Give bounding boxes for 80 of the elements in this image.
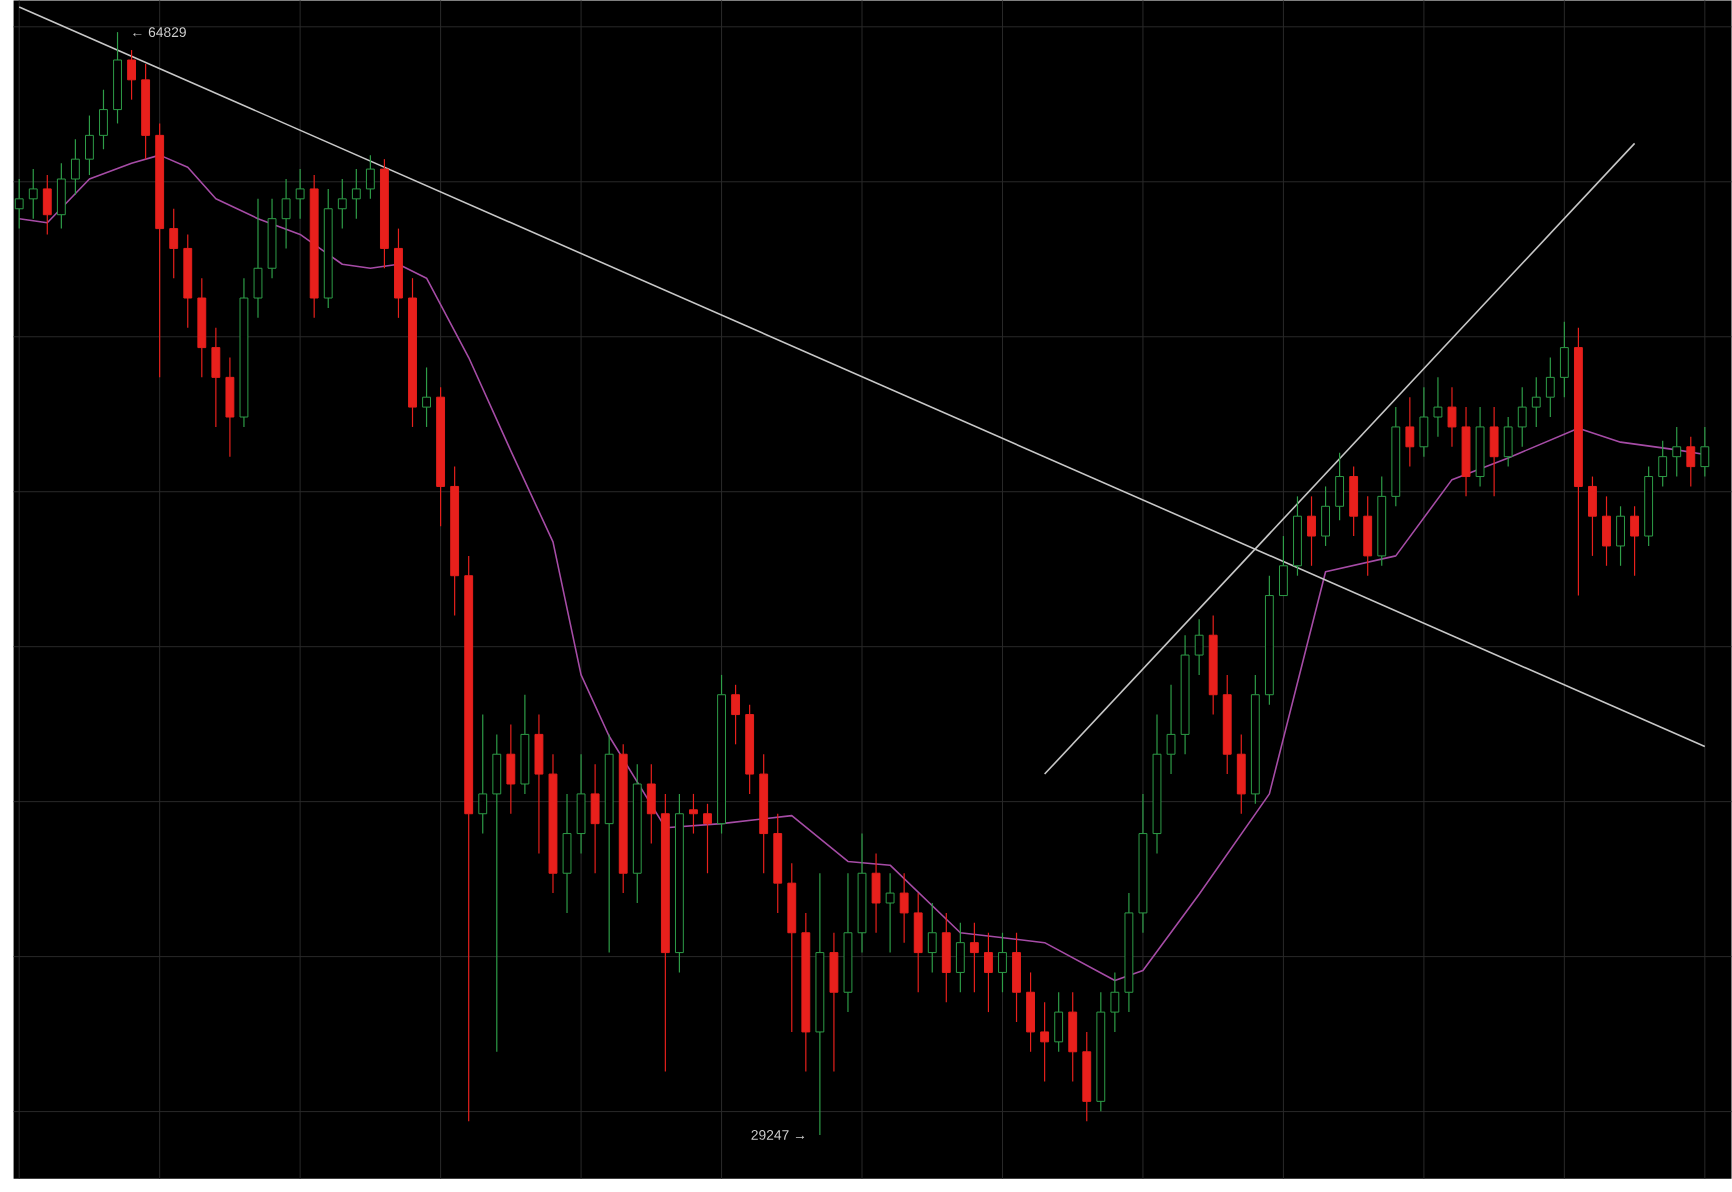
candlestick [843, 872, 853, 1013]
candlestick [253, 198, 263, 319]
candlestick [1545, 356, 1555, 418]
candlestick [646, 763, 656, 844]
candlestick [576, 753, 586, 854]
candlestick [1152, 713, 1162, 854]
candlestick [773, 812, 783, 914]
candlestick [801, 912, 811, 1073]
candlestick [660, 793, 670, 1073]
candlestick [520, 693, 530, 795]
candlestick [1208, 614, 1218, 715]
candlestick [604, 733, 614, 953]
candlestick [295, 168, 305, 220]
candlestick [1110, 971, 1120, 1033]
candlestick [1012, 931, 1021, 1023]
candlestick [969, 922, 979, 993]
candlestick [913, 892, 923, 993]
candlestick [899, 872, 909, 944]
candlestick [1026, 971, 1036, 1053]
candlestick [1194, 618, 1204, 676]
candlestick [450, 465, 460, 616]
candlestick [1531, 376, 1541, 428]
candlestick [1166, 684, 1176, 775]
candlestick [829, 931, 839, 1073]
candlestick [422, 366, 431, 428]
candlestick [562, 793, 572, 914]
candlestick [548, 753, 558, 894]
candlestick [351, 168, 361, 220]
candlestick [1405, 396, 1415, 468]
candlestick [1461, 406, 1471, 497]
candlestick [759, 753, 769, 874]
candlestick [1124, 892, 1134, 1013]
candlestick [1236, 733, 1246, 815]
candlestick [197, 277, 207, 378]
candlestick [941, 912, 951, 1003]
candlestick [1068, 991, 1078, 1082]
candlestick [281, 178, 291, 249]
candlestick [1447, 386, 1457, 448]
candlestick [28, 168, 38, 220]
candlestick [1475, 406, 1485, 487]
candlestick [871, 852, 881, 934]
candlestick [1419, 386, 1429, 458]
candlestick [408, 277, 417, 428]
candlestick [857, 832, 867, 953]
candlestick [1559, 321, 1569, 398]
candlestick [927, 902, 937, 973]
candlestick [1138, 793, 1148, 934]
candlestick [1082, 1031, 1092, 1122]
candlestick [1672, 426, 1682, 477]
candlestick [211, 326, 221, 428]
candlestick [478, 713, 488, 834]
candlestick [1517, 386, 1527, 448]
candlestick [998, 931, 1007, 993]
candlestick [239, 277, 249, 428]
candlestick [674, 793, 684, 973]
candlestick [1180, 634, 1190, 755]
candlestick [1573, 326, 1583, 596]
candlestick [1363, 495, 1373, 577]
candlestick [534, 713, 544, 854]
candlestick [1222, 674, 1232, 775]
candlestick [492, 733, 502, 1053]
candlestick [815, 872, 825, 1136]
candlestick [632, 763, 642, 904]
candlestick [984, 931, 993, 1013]
candlestick [394, 227, 403, 319]
candlestick [267, 198, 277, 279]
candlestick [885, 872, 895, 953]
candlestick [787, 862, 797, 1033]
candlestick [225, 356, 235, 458]
candlestick [337, 178, 347, 230]
candlestick [169, 207, 179, 279]
candlestick [1307, 495, 1316, 567]
candlestick [590, 763, 600, 874]
candlestick [1040, 1001, 1050, 1082]
candlestick [506, 723, 516, 815]
candlestick [1433, 376, 1443, 438]
candlestick [955, 922, 965, 993]
candlestick [1489, 406, 1499, 497]
candlestick [1602, 495, 1611, 567]
candlestick [464, 555, 474, 1122]
